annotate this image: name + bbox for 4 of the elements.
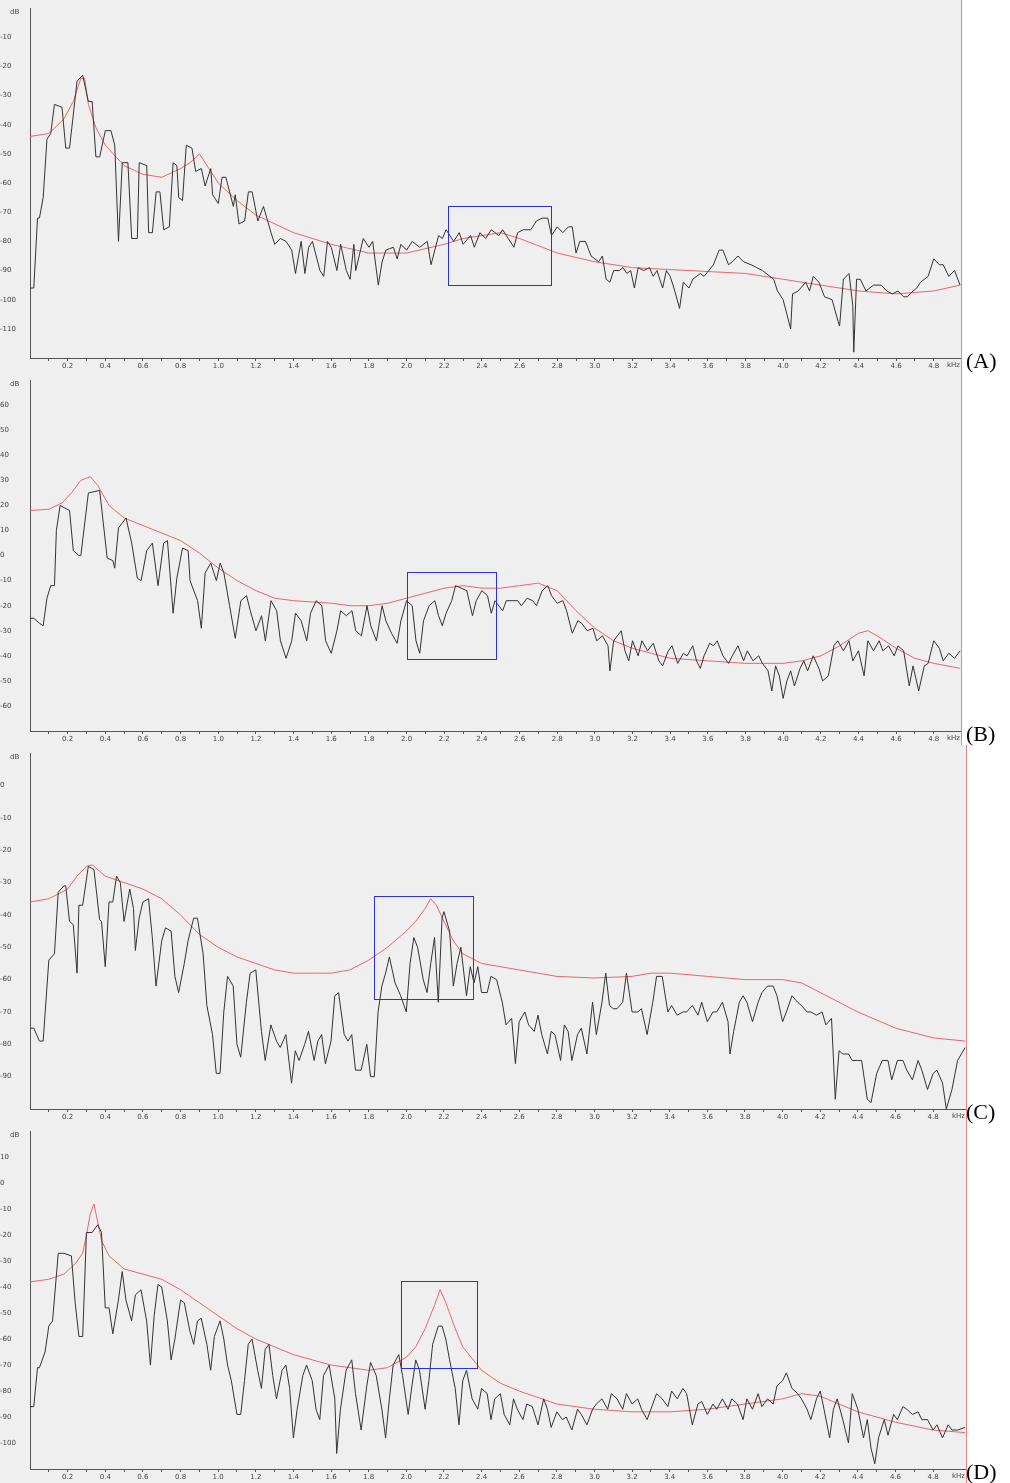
annotation: (C) (966, 1099, 996, 1124)
text: (A) (966, 348, 997, 373)
annotation: (D) (966, 1459, 997, 1483)
text: (B) (966, 721, 996, 746)
